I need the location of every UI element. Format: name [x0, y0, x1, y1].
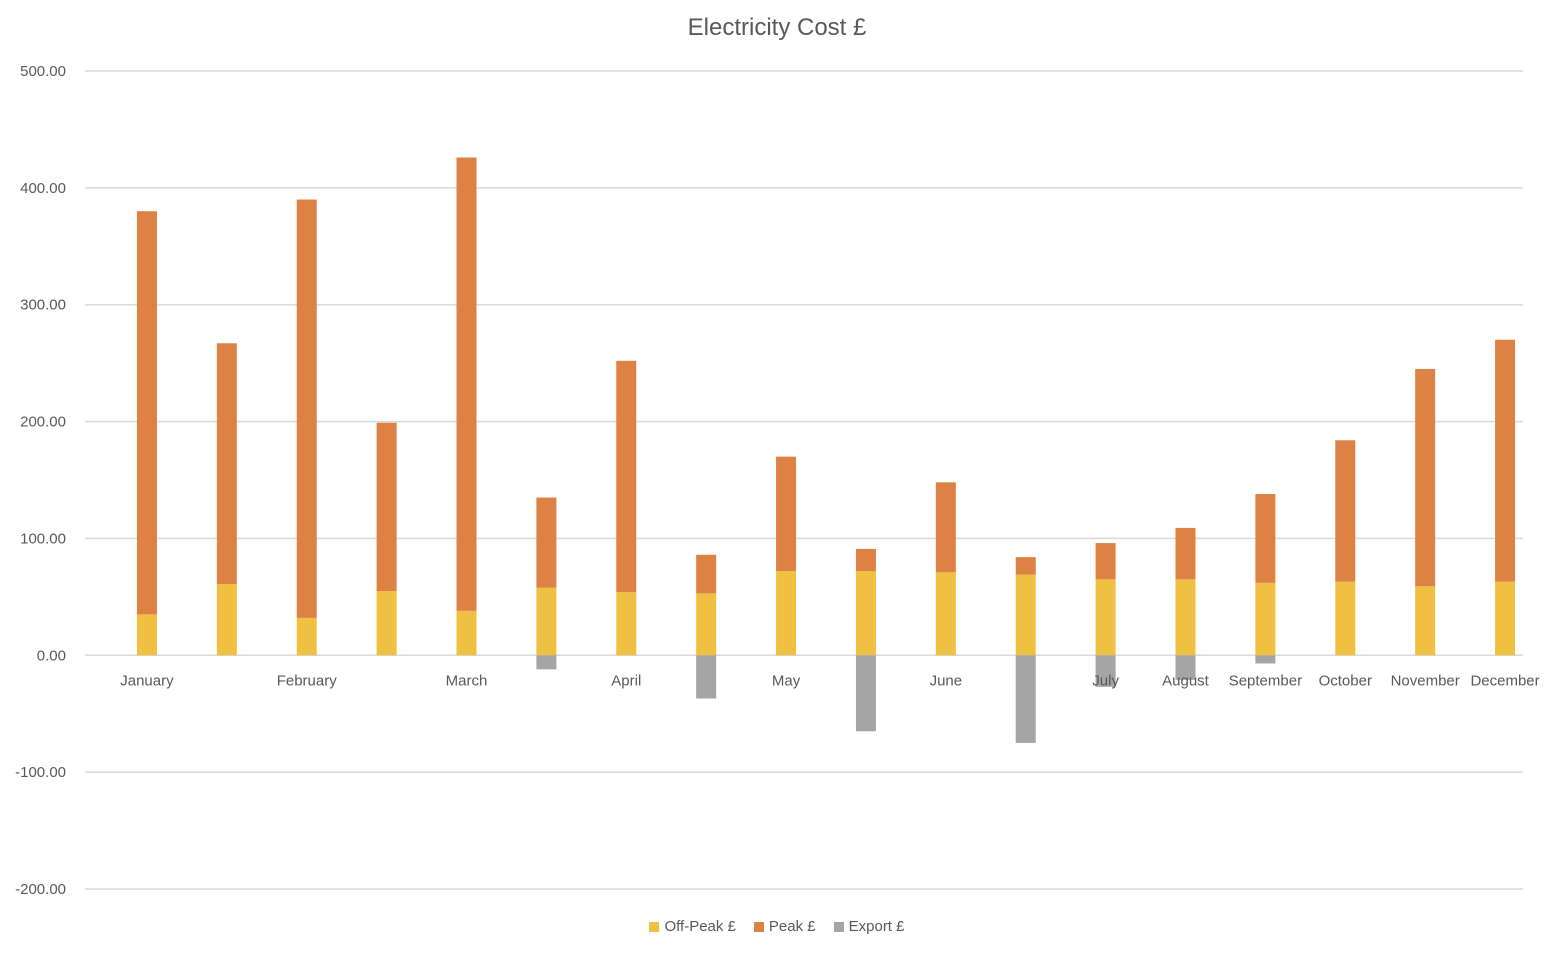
bar-group-january	[136, 211, 157, 656]
y-tick-label: 0.00	[37, 647, 66, 664]
bar-peak	[1335, 440, 1356, 582]
bar-group-february	[296, 199, 317, 656]
bar-group-april	[616, 360, 637, 656]
x-tick-label: November	[1391, 672, 1460, 689]
bar-group-january	[216, 343, 237, 656]
bar-off-peak	[696, 593, 717, 656]
bar-peak	[1095, 543, 1116, 580]
bar-export	[855, 655, 876, 732]
x-tick-label: August	[1162, 672, 1210, 689]
bar-group-march	[536, 497, 557, 670]
x-tick-label: May	[772, 672, 801, 689]
bar-export	[1015, 655, 1036, 743]
bar-export	[1175, 655, 1196, 680]
bar-peak	[855, 548, 876, 572]
bar-off-peak	[776, 571, 797, 656]
bar-group-june	[935, 482, 956, 656]
x-tick-label: July	[1092, 672, 1119, 689]
bar-peak	[376, 422, 397, 592]
legend-swatch-export	[833, 921, 844, 932]
bar-peak	[536, 497, 557, 588]
bar-peak	[296, 199, 317, 618]
bar-peak	[456, 157, 477, 611]
y-tick-label: 400.00	[20, 180, 66, 197]
bar-peak	[696, 554, 717, 594]
bar-group-september	[1255, 494, 1276, 664]
bar-off-peak	[855, 571, 876, 656]
y-tick-label: -200.00	[15, 881, 66, 898]
bar-group-june	[1015, 557, 1036, 743]
bar-off-peak	[536, 587, 557, 656]
bar-off-peak	[1415, 586, 1436, 656]
x-tick-label: September	[1229, 672, 1302, 689]
bar-off-peak	[1255, 582, 1276, 656]
bar-peak	[1255, 494, 1276, 583]
legend-swatch-off-peak	[649, 921, 660, 932]
y-tick-label: 500.00	[20, 63, 66, 80]
legend-item-off-peak: Off-Peak £	[649, 918, 736, 935]
bar-group-april	[696, 554, 717, 699]
x-tick-label: March	[446, 672, 488, 689]
bar-group-december	[1495, 339, 1516, 656]
bar-group-may	[855, 548, 876, 732]
bar-off-peak	[1015, 574, 1036, 656]
bar-off-peak	[376, 591, 397, 656]
x-tick-label: February	[277, 672, 338, 689]
y-tick-label: 300.00	[20, 297, 66, 314]
chart-title: Electricity Cost £	[687, 14, 867, 41]
x-tick-label: January	[120, 672, 174, 689]
bar-off-peak	[136, 614, 157, 656]
bar-peak	[1415, 368, 1436, 587]
bar-off-peak	[456, 610, 477, 656]
bar-off-peak	[1495, 581, 1516, 656]
y-tick-label: -100.00	[15, 764, 66, 781]
bar-group-may	[776, 456, 797, 656]
bar-peak	[216, 343, 237, 585]
legend-label-export: Export £	[848, 918, 905, 935]
bar-export	[1095, 655, 1116, 687]
bar-peak	[1015, 557, 1036, 575]
bar-export	[696, 655, 717, 699]
chart-legend: Off-Peak £ Peak £ Export £	[0, 918, 1554, 935]
bar-peak	[1495, 339, 1516, 582]
bar-off-peak	[1095, 579, 1116, 656]
bar-off-peak	[296, 617, 317, 656]
bar-group-march	[456, 157, 477, 656]
bar-peak	[776, 456, 797, 572]
y-tick-label: 200.00	[20, 414, 66, 431]
bar-group-august	[1175, 527, 1196, 680]
bar-group-february	[376, 422, 397, 656]
bar-peak	[935, 482, 956, 573]
bar-off-peak	[216, 584, 237, 656]
bar-off-peak	[1335, 581, 1356, 656]
bar-group-july	[1095, 543, 1116, 687]
bar-peak	[136, 211, 157, 615]
x-tick-label: June	[930, 672, 963, 689]
bar-export	[536, 655, 557, 670]
bar-off-peak	[616, 592, 637, 656]
legend-label-peak: Peak £	[768, 918, 816, 935]
bar-peak	[1175, 527, 1196, 580]
x-tick-label: October	[1319, 672, 1372, 689]
legend-swatch-peak	[753, 921, 764, 932]
legend-label-off-peak: Off-Peak £	[664, 918, 736, 935]
bar-peak	[616, 360, 637, 593]
x-tick-label: December	[1470, 672, 1539, 689]
legend-item-export: Export £	[833, 918, 905, 935]
bar-export	[1255, 655, 1276, 664]
bar-group-october	[1335, 440, 1356, 656]
x-tick-label: April	[611, 672, 641, 689]
bar-off-peak	[935, 572, 956, 656]
legend-item-peak: Peak £	[753, 918, 816, 935]
bar-group-november	[1415, 368, 1436, 656]
y-tick-label: 100.00	[20, 530, 66, 547]
bar-off-peak	[1175, 579, 1196, 656]
